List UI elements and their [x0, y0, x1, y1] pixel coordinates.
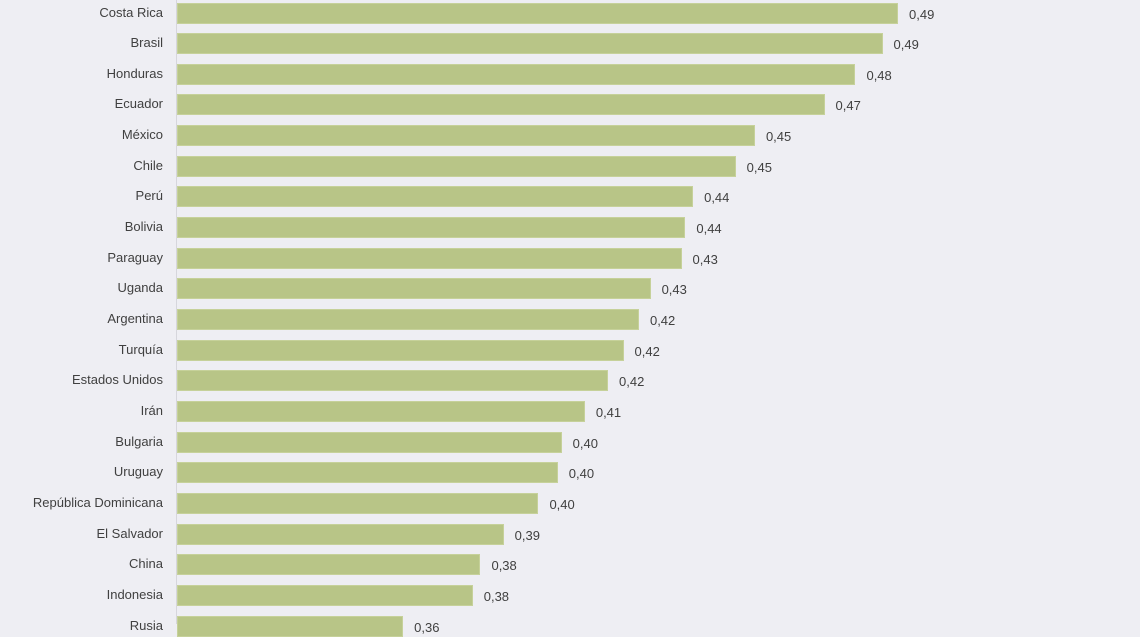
value-label: 0,44 [704, 190, 730, 206]
category-label: Uruguay [113, 464, 163, 480]
category-label: Indonesia [106, 586, 163, 602]
value-label: 0,44 [696, 221, 722, 237]
value-label: 0,40 [568, 466, 595, 482]
value-label: 0,43 [661, 282, 687, 298]
bar-row: Costa Rica 0,49 [0, 2, 1140, 24]
category-label: Uganda [117, 280, 163, 296]
category-label: Rusia [129, 617, 163, 633]
category-label: República Dominicana [32, 494, 163, 510]
bar-row: Uganda 0,43 [0, 278, 1140, 300]
category-label: Irán [140, 402, 163, 418]
bar [177, 186, 694, 208]
bar [177, 615, 404, 637]
category-label: El Salvador [96, 525, 163, 541]
value-label: 0,38 [483, 588, 510, 604]
bar [177, 400, 585, 422]
bar [177, 217, 686, 239]
value-label: 0,49 [893, 37, 919, 53]
bar [177, 492, 539, 514]
bar [177, 584, 473, 606]
y-axis-line [176, 0, 177, 624]
category-label: Estados Unidos [71, 372, 163, 388]
category-label: México [121, 127, 163, 143]
value-label: 0,38 [491, 558, 517, 574]
bar-row: Paraguay 0,43 [0, 247, 1140, 269]
value-label: 0,41 [595, 404, 622, 420]
bar-row: Argentina 0,42 [0, 309, 1140, 330]
bar-row: Indonesia 0,38 [0, 584, 1140, 606]
bar-row: China 0,38 [0, 554, 1140, 576]
bar-row: Irán 0,41 [0, 400, 1140, 422]
bar-row: Uruguay 0,40 [0, 462, 1140, 484]
bar [177, 94, 825, 116]
value-label: 0,45 [765, 129, 792, 145]
bar [177, 125, 755, 147]
value-label: 0,42 [619, 374, 645, 390]
bar-row: Perú 0,44 [0, 186, 1140, 208]
value-label: 0,48 [866, 67, 892, 83]
bar [177, 247, 682, 269]
category-label: Turquía [118, 341, 163, 357]
bar [177, 339, 624, 361]
category-label: China [129, 556, 163, 572]
bar-row: México 0,45 [0, 125, 1140, 147]
bar [177, 309, 639, 330]
bar [177, 63, 856, 85]
bar-row: El Salvador 0,39 [0, 523, 1140, 545]
bar [177, 523, 504, 545]
category-label: Brasil [130, 35, 163, 51]
value-label: 0,43 [692, 251, 718, 267]
category-label: Chile [133, 157, 163, 173]
bar-row: Chile 0,45 [0, 155, 1140, 177]
category-label: Bulgaria [115, 433, 163, 449]
bar-row: Rusia 0,36 [0, 615, 1140, 637]
value-label: 0,42 [634, 343, 660, 359]
value-label: 0,39 [514, 527, 540, 543]
bar-row: Honduras 0,48 [0, 63, 1140, 85]
value-label: 0,49 [909, 6, 935, 22]
bar-row: Ecuador 0,47 [0, 94, 1140, 116]
bar [177, 370, 609, 392]
bar [177, 33, 883, 55]
bar [177, 278, 651, 300]
category-label: Costa Rica [99, 4, 163, 20]
bar-row: Bulgaria 0,40 [0, 431, 1140, 453]
category-label: Paraguay [107, 249, 163, 265]
category-label: Argentina [107, 311, 163, 326]
value-label: 0,40 [549, 496, 575, 512]
category-label: Ecuador [114, 96, 163, 112]
value-label: 0,45 [746, 159, 772, 175]
bar [177, 155, 736, 177]
value-label: 0,36 [414, 619, 440, 635]
bar-row: Estados Unidos 0,42 [0, 370, 1140, 392]
bar-row: República Dominicana 0,40 [0, 492, 1140, 514]
value-label: 0,42 [649, 313, 676, 328]
bar [177, 2, 898, 24]
bar-row: Brasil 0,49 [0, 33, 1140, 55]
category-label: Honduras [106, 65, 163, 81]
bar-row: Bolivia 0,44 [0, 217, 1140, 239]
bar-row: Turquía 0,42 [0, 339, 1140, 361]
category-label: Bolivia [124, 219, 163, 235]
bar [177, 554, 481, 576]
category-label: Perú [135, 188, 163, 204]
bar [177, 462, 558, 484]
bar [177, 431, 562, 453]
value-label: 0,47 [835, 98, 861, 114]
value-label: 0,40 [572, 435, 598, 451]
